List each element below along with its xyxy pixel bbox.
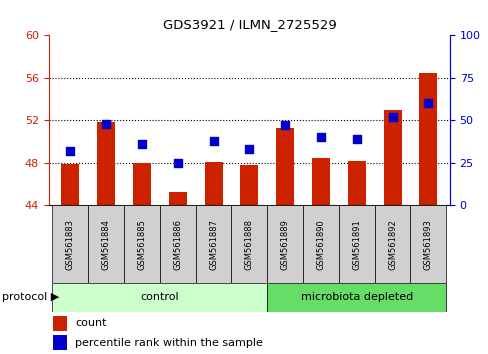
Bar [311,158,329,205]
Text: GSM561893: GSM561893 [423,219,432,270]
Text: protocol ▶: protocol ▶ [2,292,60,302]
Bar [160,205,195,283]
Bar [53,316,67,331]
Bar [53,335,67,350]
Bar [383,110,401,205]
Bar [133,163,151,205]
Text: percentile rank within the sample: percentile rank within the sample [75,337,263,348]
Point [388,114,396,120]
Text: GSM561887: GSM561887 [209,219,218,270]
Bar [419,73,436,205]
Bar [52,205,88,283]
Bar [240,165,258,205]
Point [102,121,110,127]
Bar [88,205,124,283]
Text: GSM561892: GSM561892 [387,219,396,270]
Bar [195,205,231,283]
Text: count: count [75,318,106,329]
Point [138,141,145,147]
Text: GSM561891: GSM561891 [351,219,361,270]
Text: GSM561889: GSM561889 [280,219,289,270]
Point [209,138,217,144]
Bar [276,128,294,205]
Bar [168,192,186,205]
Bar [267,205,303,283]
Bar [409,205,446,283]
Bar [124,205,160,283]
Bar [231,205,267,283]
Bar [267,283,446,312]
Text: GSM561885: GSM561885 [137,219,146,270]
Bar [61,164,79,205]
Bar [347,161,365,205]
Text: GSM561890: GSM561890 [316,219,325,270]
Point [281,122,288,128]
Bar [374,205,409,283]
Text: control: control [140,292,179,302]
Bar [204,162,222,205]
Text: microbiota depleted: microbiota depleted [300,292,412,302]
Bar [338,205,374,283]
Point [352,136,360,142]
Text: GSM561886: GSM561886 [173,219,182,270]
Point [316,135,324,140]
Bar [303,205,338,283]
Point [245,147,253,152]
Point [66,148,74,154]
Title: GDS3921 / ILMN_2725529: GDS3921 / ILMN_2725529 [162,18,336,32]
Text: GSM561884: GSM561884 [102,219,110,270]
Bar [97,122,115,205]
Text: GSM561883: GSM561883 [66,219,75,270]
Text: GSM561888: GSM561888 [244,219,253,270]
Point [424,101,431,106]
Point [174,160,182,166]
Bar [52,283,267,312]
